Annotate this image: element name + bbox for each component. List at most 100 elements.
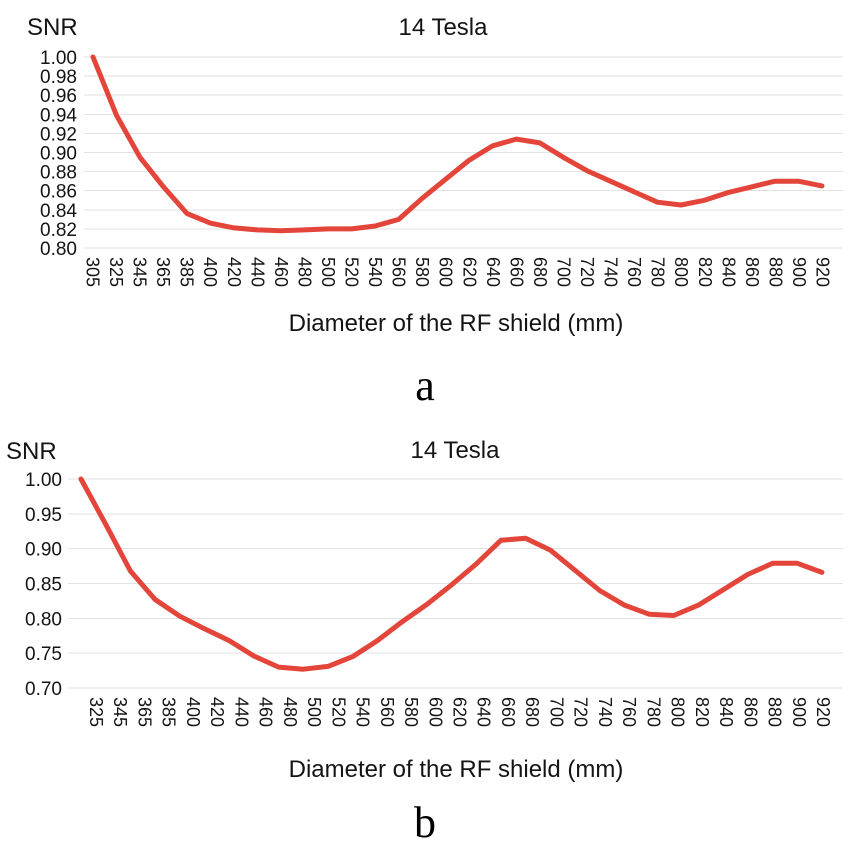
svg-text:345: 345 [130,257,150,287]
svg-text:720: 720 [577,257,597,287]
svg-text:0.92: 0.92 [40,124,77,145]
svg-text:0.80: 0.80 [40,239,77,260]
x-tick-labels-b: 325 345 365 385 400 420 440 460 480 500 520 540 560 5… [86,697,833,727]
snr-line-series-a [90,54,825,234]
svg-text:780: 780 [648,257,668,287]
svg-text:420: 420 [207,697,227,727]
snr-line-series-b [78,476,825,672]
chart-panel-b: 1.00 0.95 0.90 0.85 0.80 0.75 0.70 325 345 365 38… [6,437,843,844]
svg-text:385: 385 [159,697,179,727]
svg-text:860: 860 [740,697,760,727]
svg-text:400: 400 [200,257,220,287]
svg-text:0.94: 0.94 [40,105,77,126]
svg-text:325: 325 [106,257,126,287]
svg-text:660: 660 [498,697,518,727]
svg-text:540: 540 [353,697,373,727]
svg-text:400: 400 [183,697,203,727]
svg-text:440: 440 [247,257,267,287]
svg-text:0.80: 0.80 [25,609,62,630]
panel-caption-a: a [415,361,435,410]
gridlines-a [84,56,843,249]
svg-text:820: 820 [692,697,712,727]
svg-text:520: 520 [328,697,348,727]
x-axis-title-b: Diameter of the RF shield (mm) [289,756,624,783]
svg-text:440: 440 [231,697,251,727]
svg-text:780: 780 [643,697,663,727]
svg-text:920: 920 [813,257,833,287]
svg-text:0.88: 0.88 [40,163,77,184]
svg-text:480: 480 [280,697,300,727]
y-tick-labels-b: 1.00 0.95 0.90 0.85 0.80 0.75 0.70 [25,470,62,700]
svg-text:365: 365 [153,257,173,287]
svg-text:620: 620 [459,257,479,287]
chart-title-b: 14 Tesla [411,437,501,464]
svg-text:500: 500 [318,257,338,287]
svg-text:700: 700 [554,257,574,287]
chart-title-a: 14 Tesla [399,14,489,41]
svg-text:480: 480 [294,257,314,287]
svg-text:640: 640 [474,697,494,727]
svg-text:1.00: 1.00 [40,48,77,69]
svg-text:680: 680 [522,697,542,727]
svg-text:740: 740 [601,257,621,287]
svg-text:720: 720 [571,697,591,727]
svg-text:540: 540 [365,257,385,287]
svg-text:385: 385 [177,257,197,287]
x-tick-labels-a: 305 325 345 365 385 400 420 440 460 480 500 520 540 5… [83,257,833,287]
svg-text:880: 880 [765,697,785,727]
svg-text:0.82: 0.82 [40,220,77,241]
svg-text:820: 820 [695,257,715,287]
svg-text:800: 800 [668,697,688,727]
svg-text:1.00: 1.00 [25,470,62,491]
svg-text:325: 325 [86,697,106,727]
svg-text:580: 580 [401,697,421,727]
panel-caption-b: b [414,798,436,844]
svg-text:420: 420 [224,257,244,287]
svg-text:0.75: 0.75 [25,644,62,665]
svg-text:345: 345 [110,697,130,727]
svg-text:560: 560 [377,697,397,727]
svg-text:620: 620 [450,697,470,727]
svg-text:460: 460 [271,257,291,287]
svg-text:0.70: 0.70 [25,679,62,700]
svg-text:920: 920 [813,697,833,727]
svg-text:600: 600 [425,697,445,727]
y-axis-title-b: SNR [6,438,57,465]
x-axis-title-a: Diameter of the RF shield (mm) [289,310,624,337]
svg-text:560: 560 [389,257,409,287]
svg-text:0.95: 0.95 [25,505,62,526]
svg-text:860: 860 [742,257,762,287]
svg-text:740: 740 [595,697,615,727]
svg-text:660: 660 [506,257,526,287]
gridlines-b [68,478,843,689]
svg-text:600: 600 [436,257,456,287]
svg-text:365: 365 [135,697,155,727]
y-axis-title-a: SNR [27,14,78,41]
svg-text:760: 760 [624,257,644,287]
svg-text:460: 460 [256,697,276,727]
svg-text:800: 800 [671,257,691,287]
chart-panel-a: 1.000.980.960.940.920.900.880.860.840.82… [27,14,843,410]
svg-text:680: 680 [530,257,550,287]
svg-text:580: 580 [412,257,432,287]
svg-text:640: 640 [483,257,503,287]
svg-text:900: 900 [789,697,809,727]
svg-text:0.90: 0.90 [25,540,62,561]
svg-text:500: 500 [304,697,324,727]
svg-text:840: 840 [718,257,738,287]
svg-text:0.84: 0.84 [40,201,77,222]
svg-text:520: 520 [342,257,362,287]
y-tick-labels-a: 1.000.980.960.940.920.900.880.860.840.82… [40,48,77,260]
svg-text:0.85: 0.85 [25,575,62,596]
svg-text:900: 900 [789,257,809,287]
svg-text:840: 840 [716,697,736,727]
svg-text:0.96: 0.96 [40,86,77,107]
svg-text:880: 880 [765,257,785,287]
svg-text:0.98: 0.98 [40,67,77,88]
svg-text:760: 760 [619,697,639,727]
svg-text:700: 700 [546,697,566,727]
svg-text:0.86: 0.86 [40,182,77,203]
svg-text:305: 305 [83,257,103,287]
svg-text:0.90: 0.90 [40,144,77,165]
